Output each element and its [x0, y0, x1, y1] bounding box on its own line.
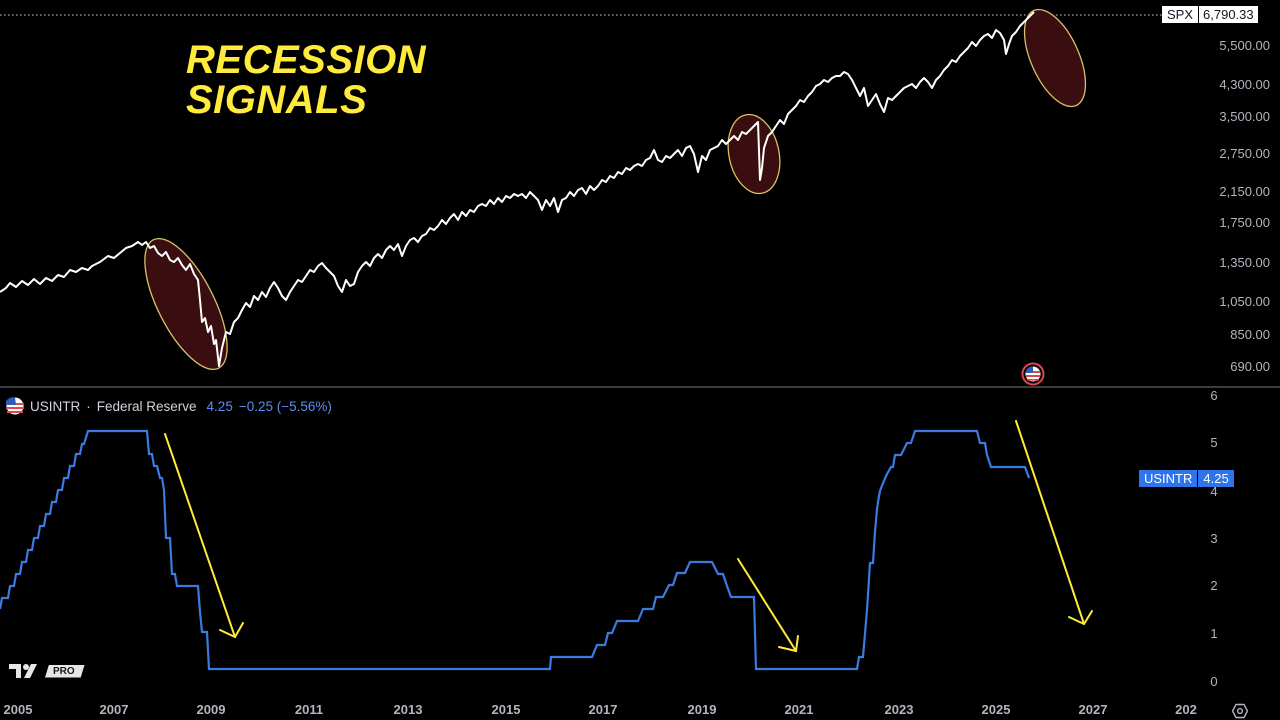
downtrend-arrow-icon [1015, 420, 1093, 626]
legend-value: 4.25 [206, 398, 233, 414]
x-label: 2005 [3, 702, 33, 717]
legend-source: Federal Reserve [96, 398, 197, 414]
x-label: 2007 [99, 702, 129, 717]
pane-divider[interactable] [0, 386, 1280, 388]
x-label: 202 [1175, 702, 1197, 717]
legend-symbol: USINTR [30, 398, 81, 414]
recession-highlight-2008 [144, 237, 228, 371]
x-label: 2019 [687, 702, 717, 717]
tradingview-logo[interactable]: PRO [9, 664, 85, 678]
spx-last-price: 6,790.33 [1199, 6, 1258, 23]
y-label: 3 [1210, 531, 1218, 546]
y-label: 2 [1210, 578, 1218, 593]
y-label: 1 [1210, 626, 1218, 641]
recession-highlight-projected [1023, 8, 1087, 108]
x-label: 2011 [294, 702, 324, 717]
spx-symbol: SPX [1162, 6, 1200, 23]
spx-price-line [0, 11, 1035, 367]
usintr-tag-value: 4.25 [1198, 470, 1234, 487]
legend-change: −0.25 (−5.56%) [238, 398, 332, 414]
title-line-2: SIGNALS [186, 78, 368, 122]
x-label: 2009 [196, 702, 226, 717]
usintr-rate-line [0, 429, 1031, 671]
y-label: 2,150.00 [1219, 184, 1270, 199]
x-label: 2017 [588, 702, 618, 717]
y-label: 3,500.00 [1219, 109, 1270, 124]
y-label: 5 [1210, 435, 1218, 450]
usintr-legend[interactable]: USINTR · Federal Reserve 4.25 −0.25 (−5.… [6, 397, 332, 415]
settings-gear-icon[interactable] [1232, 703, 1248, 719]
x-label: 2027 [1078, 702, 1108, 717]
y-label: 1,350.00 [1219, 255, 1270, 270]
tradingview-icon [9, 664, 37, 678]
us-flag-icon [1021, 362, 1045, 386]
y-label: 690.00 [1230, 359, 1270, 374]
usintr-value-tag: USINTR 4.25 [1139, 470, 1234, 487]
y-label: 0 [1210, 674, 1218, 689]
y-label: 850.00 [1230, 327, 1270, 342]
downtrend-arrow-icon [164, 433, 244, 639]
us-flag-icon [6, 397, 24, 415]
x-label: 2023 [884, 702, 914, 717]
legend-separator: · [86, 398, 91, 414]
y-label: 1,050.00 [1219, 294, 1270, 309]
spx-price-pane[interactable] [0, 0, 1280, 386]
downtrend-arrow-icon [737, 558, 799, 653]
spx-price-tag: SPX 6,790.33 [1162, 6, 1258, 23]
x-label: 2013 [393, 702, 423, 717]
y-label: 5,500.00 [1219, 38, 1270, 53]
x-label: 2021 [784, 702, 814, 717]
y-label: 4,300.00 [1219, 77, 1270, 92]
title-line-1: RECESSION [186, 38, 427, 82]
y-label: 4 [1210, 484, 1218, 499]
y-label: 1,750.00 [1219, 215, 1270, 230]
y-label: 2,750.00 [1219, 146, 1270, 161]
usintr-tag-symbol: USINTR [1139, 470, 1199, 487]
x-label: 2015 [491, 702, 521, 717]
y-label: 6 [1210, 388, 1218, 403]
x-label: 2025 [981, 702, 1011, 717]
chart-title: RECESSION SIGNALS [186, 40, 426, 120]
pro-badge: PRO [45, 664, 85, 678]
